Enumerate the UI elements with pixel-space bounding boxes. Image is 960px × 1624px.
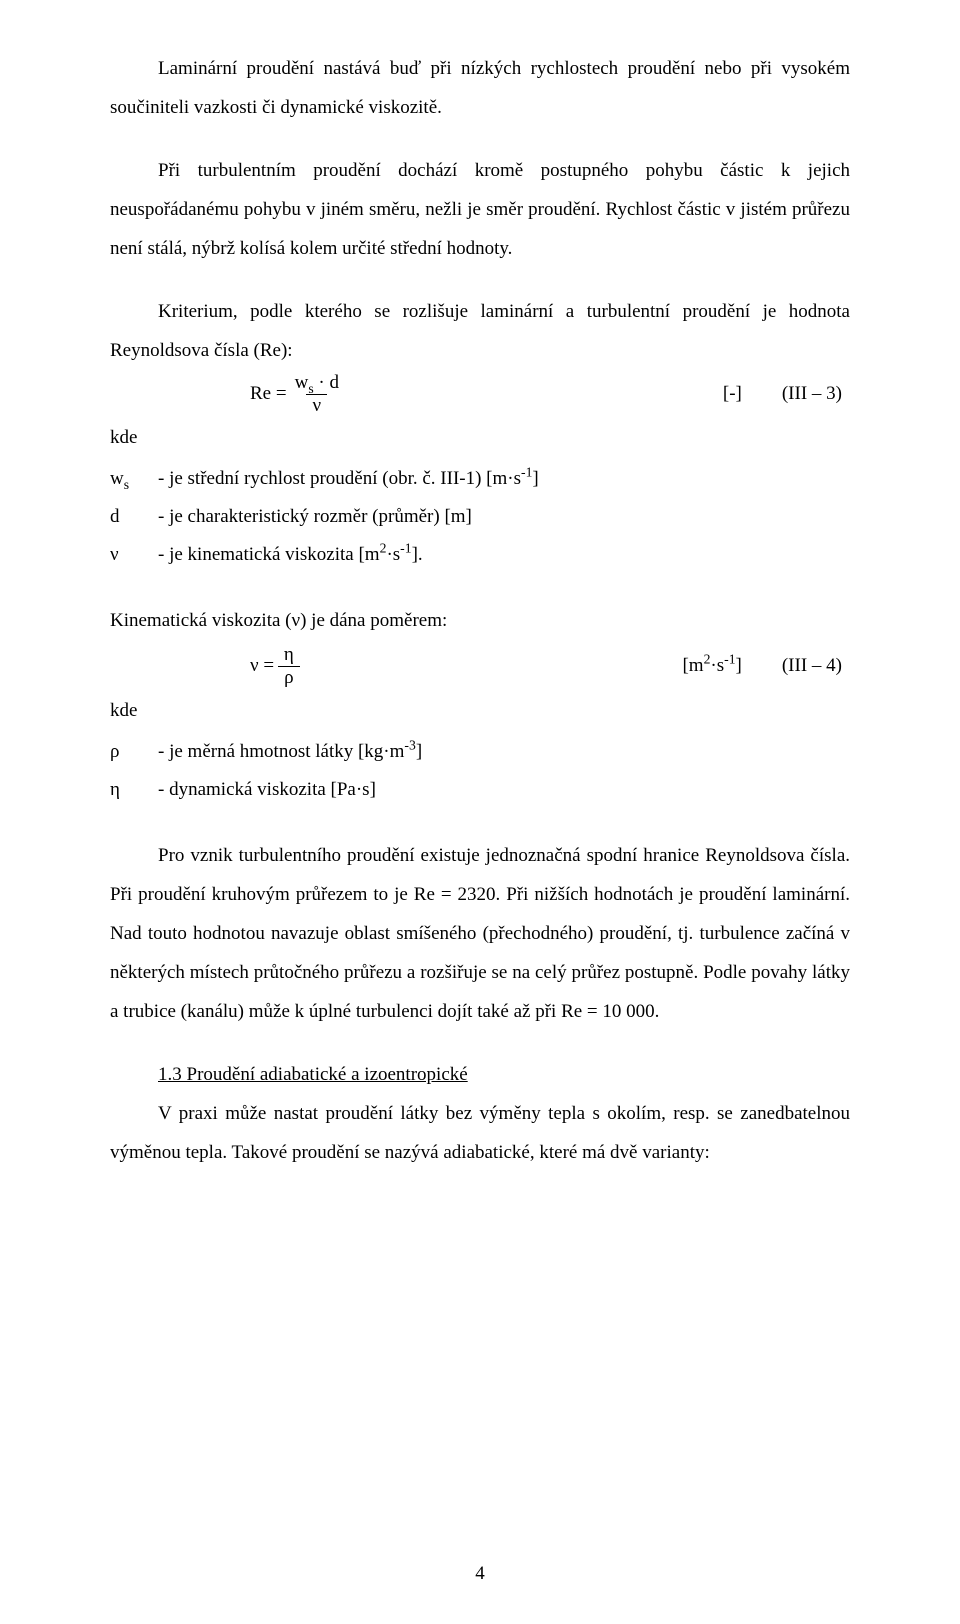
page: Laminární proudění nastává buď při nízký… xyxy=(0,0,960,1624)
where-row: ρ- je měrná hmotnost látky [kg·m-3] xyxy=(110,733,850,771)
where-symbol: ρ xyxy=(110,733,158,771)
section-heading-text: 1.3 Proudění adiabatické a izoentropické xyxy=(158,1064,468,1085)
where-list-2: ρ- je měrná hmotnost látky [kg·m-3]η- dy… xyxy=(110,733,850,809)
where-description: - je měrná hmotnost látky [kg·m-3] xyxy=(158,733,850,771)
eq-denominator: ν xyxy=(306,394,327,416)
where-description: - je kinematická viskozita [m2·s-1]. xyxy=(158,536,850,574)
where-symbol: d xyxy=(110,498,158,536)
where-symbol: ν xyxy=(110,536,158,574)
eq-unit: [-] xyxy=(723,375,782,414)
where-label-1: kde xyxy=(110,419,850,458)
paragraph-3-intro: Kriterium, podle kterého se rozlišuje la… xyxy=(110,293,850,371)
paragraph-4: Pro vznik turbulentního proudění existuj… xyxy=(110,837,850,1032)
where-description: - je střední rychlost proudění (obr. č. … xyxy=(158,460,850,498)
eq-body: ν = η ρ xyxy=(250,645,304,688)
eq-fraction: ws · d ν xyxy=(291,373,343,416)
paragraph-1: Laminární proudění nastává buď při nízký… xyxy=(110,50,850,128)
where-row: η- dynamická viskozita [Pa·s] xyxy=(110,771,850,809)
paragraph-2: Při turbulentním proudění dochází kromě … xyxy=(110,152,850,269)
eq-number: (III – 3) xyxy=(782,375,850,414)
eq-body: Re = ws · d ν xyxy=(250,373,347,416)
section-heading-1-3: 1.3 Proudění adiabatické a izoentropické xyxy=(110,1056,850,1095)
where-list-1: ws- je střední rychlost proudění (obr. č… xyxy=(110,460,850,574)
kinematic-intro: Kinematická viskozita (ν) je dána poměre… xyxy=(110,602,850,641)
where-row: ws- je střední rychlost proudění (obr. č… xyxy=(110,460,850,498)
eq-numerator: ws · d xyxy=(291,373,343,394)
where-symbol: ws xyxy=(110,460,158,498)
equation-iii-3: Re = ws · d ν [-] (III – 3) xyxy=(110,373,850,416)
eq-lhs: Re = xyxy=(250,375,287,414)
where-description: - dynamická viskozita [Pa·s] xyxy=(158,771,850,809)
eq-fraction: η ρ xyxy=(278,645,299,688)
paragraph-5: V praxi může nastat proudění látky bez v… xyxy=(110,1095,850,1173)
where-symbol: η xyxy=(110,771,158,809)
eq-numerator: η xyxy=(280,645,298,666)
eq-denominator: ρ xyxy=(278,666,299,688)
page-number: 4 xyxy=(0,1555,960,1594)
where-description: - je charakteristický rozměr (průměr) [m… xyxy=(158,498,850,536)
eq-lhs: ν = xyxy=(250,647,274,686)
where-row: d- je charakteristický rozměr (průměr) [… xyxy=(110,498,850,536)
eq-number: (III – 4) xyxy=(782,647,850,686)
where-row: ν- je kinematická viskozita [m2·s-1]. xyxy=(110,536,850,574)
where-label-2: kde xyxy=(110,692,850,731)
equation-iii-4: ν = η ρ [m2·s-1] (III – 4) xyxy=(110,645,850,688)
eq-unit: [m2·s-1] xyxy=(682,647,781,686)
